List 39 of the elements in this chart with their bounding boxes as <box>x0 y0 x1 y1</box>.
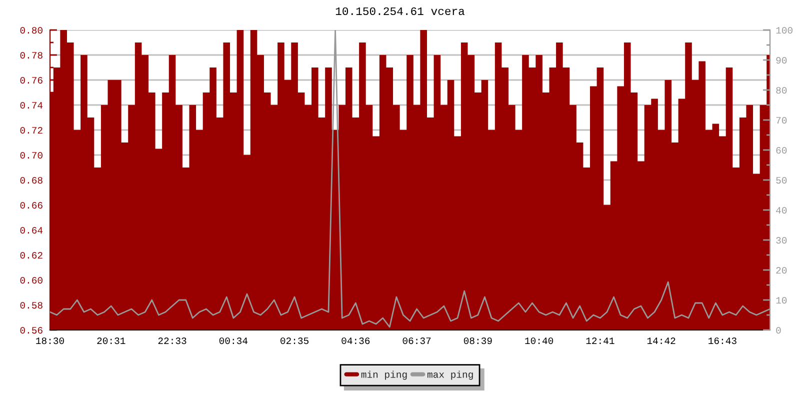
x-tick-label: 22:33 <box>158 337 186 344</box>
y2-tick-label: 90 <box>776 57 787 64</box>
y2-tick-label: 60 <box>776 147 787 154</box>
y2-tick-label: 70 <box>776 117 787 124</box>
y2-tick-label: 40 <box>776 207 787 214</box>
x-tick-label: 04:36 <box>342 337 370 344</box>
x-tick-label: 14:42 <box>647 337 676 344</box>
x-tick-label: 18:30 <box>36 337 64 344</box>
y-tick-label: 0.72 <box>20 127 42 134</box>
y-tick-label: 0.58 <box>20 302 42 309</box>
y-tick-label: 0.80 <box>20 27 42 34</box>
y-tick-label: 0.60 <box>20 277 42 284</box>
y2-tick-label: 80 <box>776 87 787 94</box>
x-tick-label: 08:39 <box>464 337 492 344</box>
y2-tick-label: 20 <box>776 267 787 274</box>
x-tick-label: 06:37 <box>402 337 431 344</box>
y2-tick-label: 50 <box>776 177 787 184</box>
y-tick-label: 0.76 <box>20 77 42 84</box>
chart-title: 10.150.254.61 vcera <box>336 7 465 16</box>
x-tick-label: 16:43 <box>708 337 736 344</box>
y2-tick-label: 30 <box>776 237 787 244</box>
y2-tick-label: 10 <box>776 297 787 304</box>
y-tick-label: 0.74 <box>20 102 43 109</box>
y2-tick-label: 100 <box>776 27 792 34</box>
y-tick-label: 0.56 <box>20 327 42 334</box>
x-tick-label: 20:31 <box>97 337 126 344</box>
y-tick-label: 0.66 <box>20 202 42 209</box>
legend-label: min ping <box>361 370 407 380</box>
x-tick-label: 12:41 <box>586 337 614 344</box>
y-tick-label: 0.78 <box>20 52 42 59</box>
x-tick-label: 10:40 <box>525 337 554 344</box>
y-tick-label: 0.62 <box>20 252 42 259</box>
legend-label: max ping <box>427 370 473 380</box>
y-tick-label: 0.70 <box>20 152 42 159</box>
y-tick-label: 0.64 <box>20 227 43 234</box>
x-tick-label: 00:34 <box>219 337 248 344</box>
y2-tick-label: 0 <box>776 327 781 334</box>
y-tick-label: 0.68 <box>20 177 42 184</box>
x-tick-label: 02:35 <box>280 337 308 344</box>
